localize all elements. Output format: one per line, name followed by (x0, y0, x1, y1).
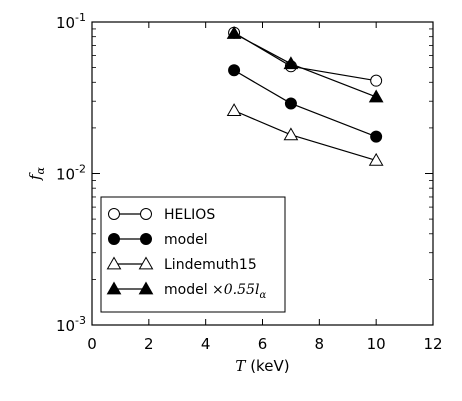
legend-marker (140, 233, 152, 245)
y-tick-label: 10-2 (56, 163, 86, 184)
data-point (370, 130, 383, 143)
series-2 (226, 103, 384, 166)
legend-label-text: model (164, 282, 212, 298)
x-tick-label: 4 (201, 335, 211, 353)
data-point (368, 152, 384, 166)
x-axis-variable: T (235, 357, 246, 375)
series-line (233, 32, 377, 82)
y-tick-label: 10-1 (56, 11, 86, 32)
data-point (226, 25, 242, 39)
legend-marker (108, 208, 120, 220)
y-tick-base: 10 (56, 14, 75, 32)
series-line (233, 32, 377, 98)
legend-box (100, 196, 286, 313)
data-point (284, 97, 297, 110)
legend-label-text: Lindemuth15 (164, 257, 257, 273)
legend-entry: model (108, 232, 208, 248)
legend-marker (108, 233, 120, 245)
legend-label-text: HELIOS (164, 207, 215, 223)
legend-marker (138, 281, 154, 295)
y-tick-base: 10 (56, 166, 75, 184)
series-line (233, 69, 377, 138)
plot-area-frame (91, 21, 434, 326)
legend-label-subscript: α (259, 290, 266, 301)
data-point (370, 74, 383, 87)
y-tick-exponent: -2 (75, 163, 86, 176)
data-point (226, 103, 242, 117)
legend-label: Lindemuth15 (164, 257, 257, 273)
legend-entry: HELIOS (108, 207, 215, 223)
series-3 (226, 25, 384, 103)
legend-label: model (164, 232, 208, 248)
data-point (228, 64, 241, 77)
legend-label-math: ×0.55l (212, 282, 259, 298)
series-0 (228, 26, 383, 87)
x-tick-label: 6 (258, 335, 268, 353)
x-axis-label: T (keV) (235, 357, 289, 375)
x-axis-unit: (keV) (245, 357, 289, 375)
legend-label-text: model (164, 232, 208, 248)
y-axis-subscript: α (34, 166, 47, 174)
y-tick-exponent: -1 (75, 11, 86, 24)
series-1 (228, 64, 383, 143)
x-tick-label: 8 (315, 335, 325, 353)
x-tick-label: 10 (367, 335, 386, 353)
legend-marker (106, 256, 122, 270)
legend-label: model ×0.55lα (164, 282, 266, 301)
legend-entry: model ×0.55lα (106, 281, 266, 301)
y-tick-base: 10 (56, 317, 75, 335)
legend-entry: Lindemuth15 (106, 256, 257, 273)
legend: HELIOS model Lindemuth15 model ×0.55lα (100, 196, 286, 313)
y-tick-label: 10-3 (56, 314, 86, 335)
y-axis-label: fα (26, 166, 47, 181)
series-layer (226, 25, 384, 166)
data-point (283, 56, 299, 70)
x-tick-label: 12 (423, 335, 442, 353)
x-tick-label: 0 (87, 335, 97, 353)
legend-marker (138, 256, 154, 270)
x-tick-label: 2 (144, 335, 154, 353)
series-line (233, 110, 377, 161)
legend-marker (106, 281, 122, 295)
y-axis-variable: f (26, 172, 44, 181)
minor-ticks (92, 28, 433, 280)
y-tick-exponent: -3 (75, 314, 86, 327)
legend-label: HELIOS (164, 207, 215, 223)
legend-marker (140, 208, 152, 220)
data-point (368, 89, 384, 103)
data-point (283, 127, 299, 141)
